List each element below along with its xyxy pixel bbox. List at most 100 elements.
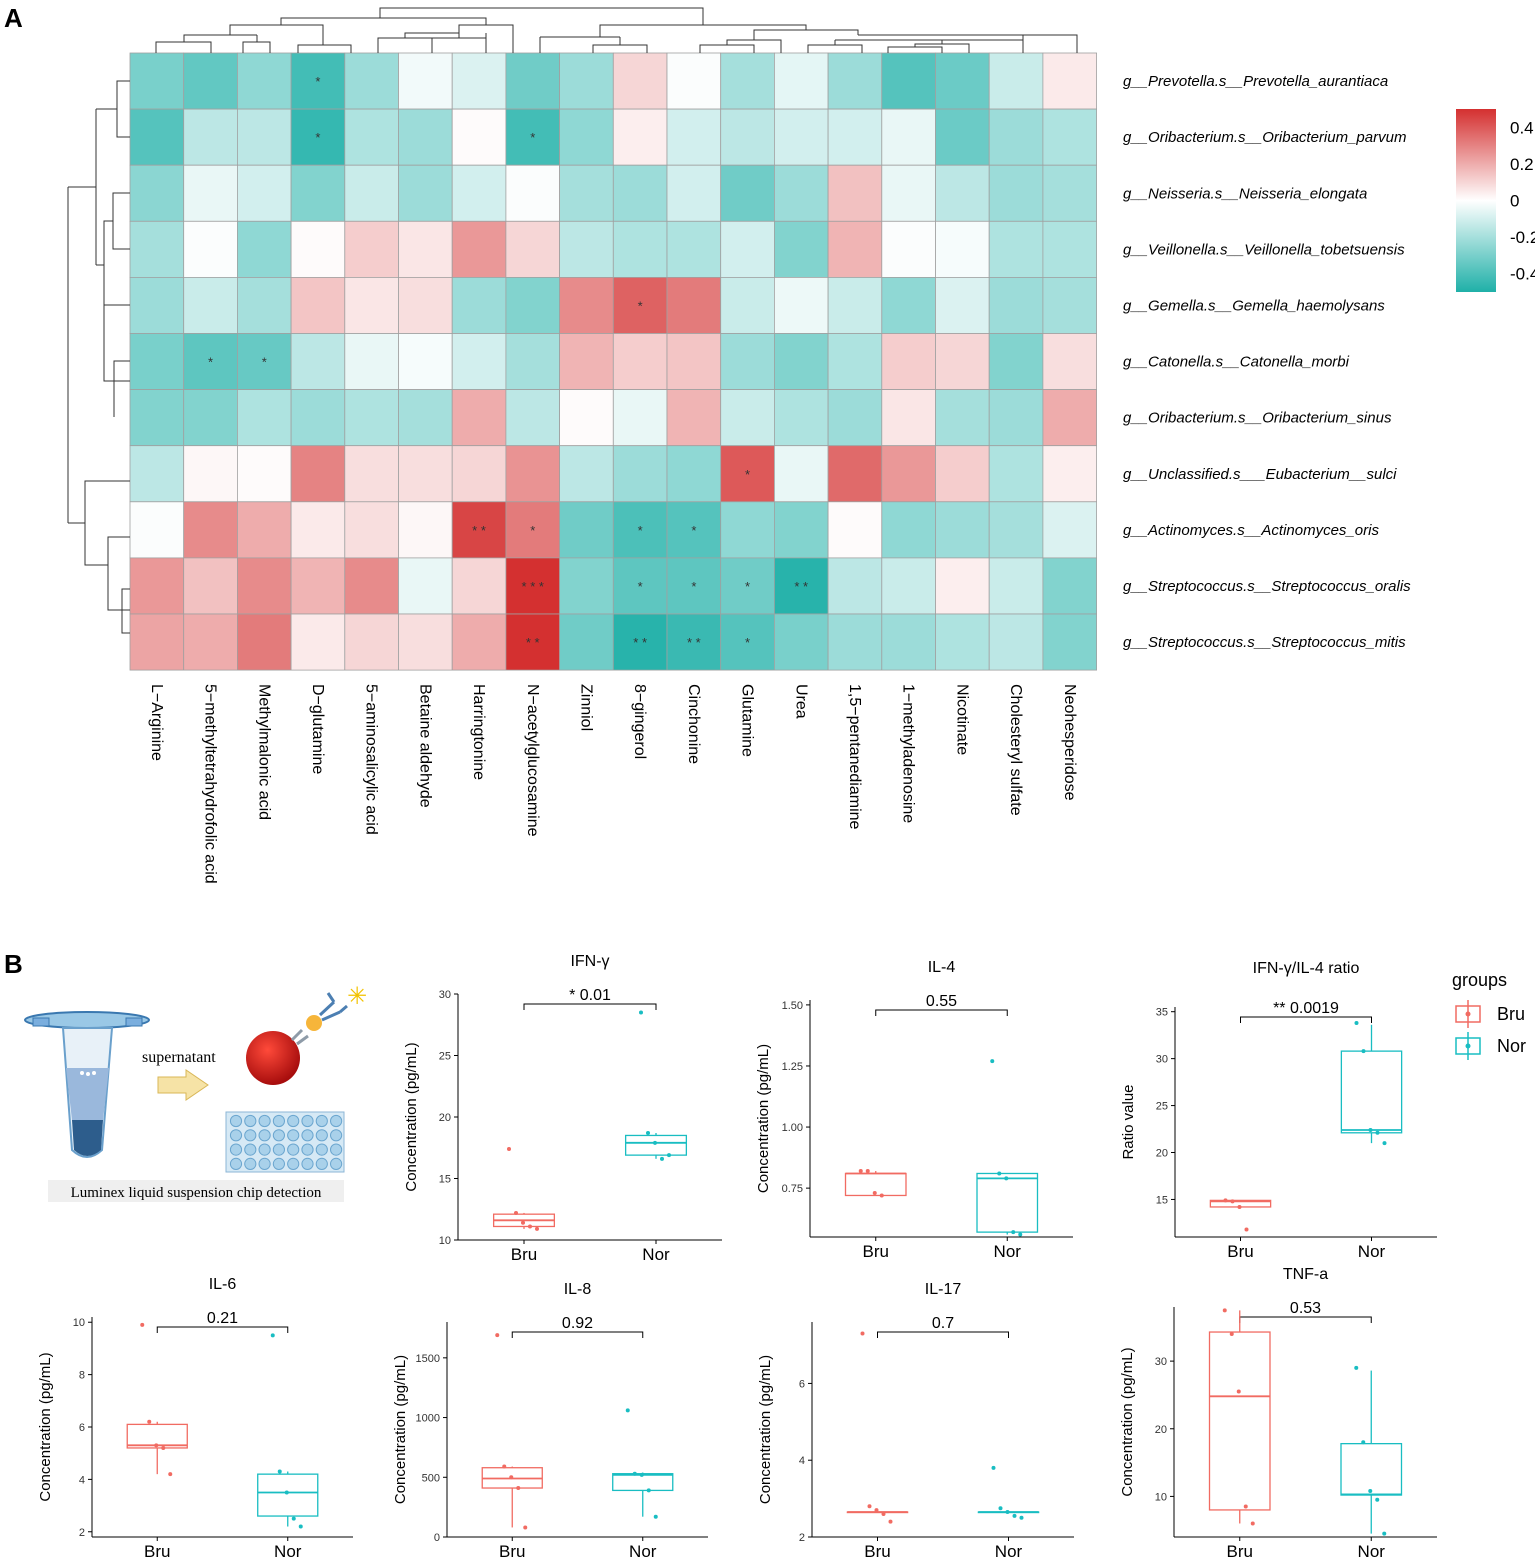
heatmap-cell: [183, 108, 238, 166]
heatmap-cell: [344, 164, 399, 222]
heatmap-cell: [559, 389, 614, 447]
heatmap-cell: [505, 52, 560, 110]
significance-mark: *: [208, 355, 213, 370]
legend-label-bru: Bru: [1497, 1004, 1525, 1024]
significance-mark: *: [262, 355, 267, 370]
heatmap-column-label: Cholesteryl sulfate: [1007, 684, 1024, 816]
heatmap-cell: [398, 501, 453, 559]
heatmap-cell: [129, 613, 185, 671]
heatmap-column-label: Neohesperidose: [1061, 684, 1078, 801]
data-point: [872, 1191, 877, 1196]
significance-mark: *: [745, 635, 750, 650]
heatmap-cell: [881, 501, 936, 559]
heatmap-cell: [290, 108, 346, 166]
heatmap-column-label: 1−methyladenosine: [900, 684, 917, 823]
boxplot-4: 2 4 6 8 10 Concentration (pg/mL) IL-6 0.21 Bru No…: [37, 1276, 353, 1559]
significance-mark: *: [315, 130, 320, 145]
heatmap-cell: [183, 445, 238, 503]
x-category-label: Bru: [1227, 1542, 1253, 1559]
heatmap-cell: [398, 220, 453, 278]
heatmap-cell: [344, 220, 399, 278]
heatmap-cell: [720, 389, 775, 447]
data-point: [1244, 1227, 1249, 1232]
plot-title: IL-17: [925, 1281, 962, 1298]
panel-b-label: B: [4, 949, 23, 979]
heatmap-cell: [398, 164, 453, 222]
significance-mark: *: [745, 467, 750, 482]
tube-icon: [24, 1011, 150, 1158]
colorbar: [1456, 109, 1496, 292]
data-point: [270, 1333, 275, 1338]
heatmap-cell: [236, 220, 292, 278]
heatmap-cell: [559, 108, 614, 166]
heatmap-cell: [451, 52, 507, 110]
heatmap-cell: [398, 108, 453, 166]
significance-bracket: [875, 1009, 1008, 1016]
heatmap-cell: [559, 220, 614, 278]
y-tick-label: 4: [799, 1455, 805, 1467]
colorbar-tick: -0.4: [1510, 265, 1535, 284]
y-tick-label: 10: [1155, 1491, 1167, 1503]
heatmap-cell: [559, 276, 614, 334]
plot-title: IFN-γ/IL-4 ratio: [1253, 960, 1360, 977]
y-tick-label: 2: [799, 1532, 805, 1544]
y-tick-label: 10: [73, 1317, 85, 1329]
heatmap-cell: [505, 276, 560, 334]
significance-mark: * * *: [522, 579, 544, 594]
p-value-label: ** 0.0019: [1273, 1000, 1339, 1017]
heatmap-cell: [827, 108, 883, 166]
heatmap-cell: [881, 52, 936, 110]
y-tick-label: 2: [79, 1527, 85, 1539]
panel-a-label: A: [4, 3, 23, 33]
heatmap-cell: [129, 220, 185, 278]
y-tick-label: 1.25: [782, 1061, 803, 1073]
heatmap-cell: [505, 613, 560, 671]
heatmap-cell: [236, 389, 292, 447]
colorbar-tick: 0.4: [1510, 118, 1534, 137]
x-category-label: Nor: [642, 1245, 670, 1264]
heatmap-column-labels: L−Arginine 5−methyltetrahydrofolic acid Me…: [148, 684, 1078, 884]
heatmap-cell: [774, 276, 829, 334]
heatmap-cell: [398, 389, 453, 447]
heatmap-cell: [451, 276, 507, 334]
heatmap-cell: [505, 333, 560, 390]
p-value-label: 0.21: [207, 1310, 238, 1327]
y-axis-label: Concentration (pg/mL): [1119, 1347, 1136, 1496]
data-point: [154, 1443, 159, 1448]
heatmap-cell: [1042, 276, 1098, 334]
heatmap-cell: [344, 52, 399, 110]
heatmap-cell: [290, 389, 346, 447]
heatmap-row-label: g__Oribacterium.s__Oribacterium_parvum: [1123, 129, 1406, 146]
heatmap-column-label: Cinchonine: [685, 684, 702, 764]
heatmap-column-label: 8−gingerol: [631, 684, 648, 759]
heatmap-cell: [881, 557, 936, 615]
heatmap-cell: [774, 108, 829, 166]
heatmap-cell: [129, 557, 185, 615]
heatmap-cell: [236, 333, 292, 390]
heatmap-cell: [559, 333, 614, 390]
heatmap-cell: [827, 164, 883, 222]
data-point: [646, 1488, 651, 1493]
heatmap-column-label: 1,5−pentanediamine: [846, 684, 863, 830]
x-category-label: Bru: [863, 1242, 889, 1261]
heatmap-cell: [398, 445, 453, 503]
y-tick-label: 8: [79, 1370, 85, 1382]
colorbar-tick: -0.2: [1510, 228, 1535, 247]
significance-mark: *: [315, 74, 320, 89]
heatmap-cell: [774, 613, 829, 671]
heatmap-cell: [183, 52, 238, 110]
heatmap-cell: [344, 333, 399, 390]
heatmap-cell: [505, 220, 560, 278]
data-point: [1004, 1176, 1009, 1181]
heatmap-cell: [935, 108, 990, 166]
heatmap-cell: [612, 613, 668, 671]
heatmap-cell: [720, 164, 775, 222]
y-tick-label: 20: [439, 1112, 451, 1124]
legend-item-bru: Bru: [1455, 1000, 1525, 1028]
plot-title: IL-8: [564, 1281, 592, 1298]
y-tick-label: 1.50: [782, 1000, 803, 1012]
data-point: [1361, 1440, 1366, 1445]
heatmap-column-label: 5−aminosalicylic acid: [363, 684, 380, 835]
data-point: [528, 1224, 532, 1229]
data-point: [516, 1486, 521, 1491]
